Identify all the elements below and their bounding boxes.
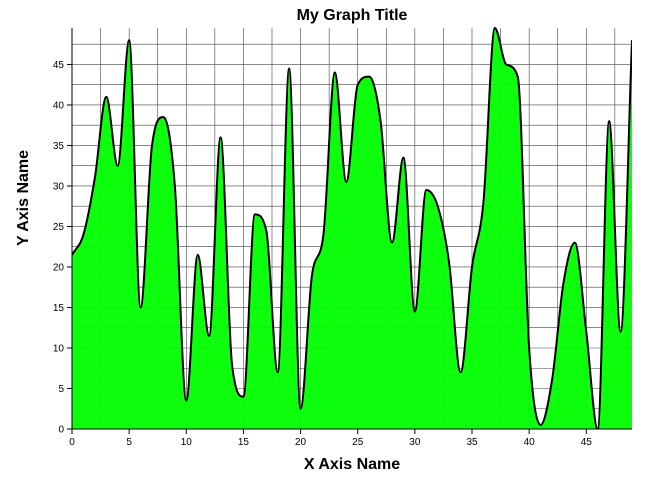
y-tick-label: 35 xyxy=(53,141,65,152)
y-tick-label: 25 xyxy=(53,222,65,233)
x-axis-label: X Axis Name xyxy=(304,456,400,473)
area-fill xyxy=(72,28,632,429)
x-tick-label: 35 xyxy=(466,437,478,448)
y-tick-label: 20 xyxy=(53,262,65,273)
x-tick-label: 5 xyxy=(126,437,132,448)
y-tick-label: 40 xyxy=(53,100,65,111)
x-tick-label: 0 xyxy=(69,437,75,448)
y-tick-label: 0 xyxy=(58,425,64,436)
x-tick-label: 10 xyxy=(181,437,193,448)
area-layer xyxy=(72,28,632,429)
y-tick-label: 5 xyxy=(58,384,64,395)
x-tick-label: 25 xyxy=(352,437,364,448)
chart-title: My Graph Title xyxy=(297,7,408,24)
y-tick-label: 30 xyxy=(53,181,65,192)
x-tick-label: 45 xyxy=(581,437,593,448)
x-tick-label: 15 xyxy=(238,437,250,448)
y-tick-label: 45 xyxy=(53,60,65,71)
x-tick-label: 20 xyxy=(295,437,307,448)
y-tick-label: 15 xyxy=(53,303,65,314)
y-axis-label: Y Axis Name xyxy=(15,150,32,246)
x-tick-label: 30 xyxy=(409,437,421,448)
y-tick-label: 10 xyxy=(53,343,65,354)
x-tick-label: 40 xyxy=(524,437,536,448)
